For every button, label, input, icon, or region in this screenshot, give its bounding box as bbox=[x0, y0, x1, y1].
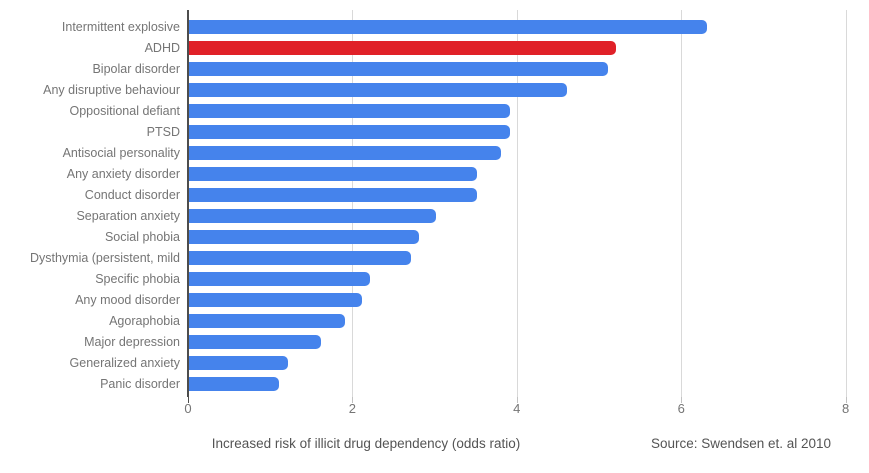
axis-tick bbox=[681, 397, 683, 403]
category-label: Specific phobia bbox=[95, 272, 180, 286]
category-label: Separation anxiety bbox=[76, 209, 180, 223]
bar bbox=[189, 272, 370, 286]
category-label: Agoraphobia bbox=[109, 314, 180, 328]
bar bbox=[189, 314, 346, 328]
bar bbox=[189, 293, 362, 307]
category-label: Social phobia bbox=[104, 230, 180, 244]
category-label: Oppositional defiant bbox=[69, 104, 181, 118]
category-label: Any anxiety disorder bbox=[66, 167, 180, 181]
bar bbox=[189, 20, 707, 34]
category-label: Any mood disorder bbox=[75, 293, 180, 307]
category-label: Major depression bbox=[84, 335, 180, 349]
category-label: ADHD bbox=[144, 41, 180, 55]
grid-line bbox=[681, 10, 683, 397]
x-axis-title: Increased risk of illicit drug dependenc… bbox=[211, 436, 521, 451]
bar bbox=[189, 230, 420, 244]
bar bbox=[189, 167, 477, 181]
category-label: Any disruptive behaviour bbox=[43, 83, 180, 97]
category-label: Panic disorder bbox=[100, 377, 180, 391]
bar bbox=[189, 209, 436, 223]
y-axis-line bbox=[187, 10, 189, 397]
x-tick-label: 2 bbox=[348, 401, 356, 416]
axis-tick bbox=[845, 397, 847, 403]
source-caption: Source: Swendsen et. al 2010 bbox=[650, 436, 832, 451]
x-tick-label: 0 bbox=[184, 401, 192, 416]
axis-tick bbox=[352, 397, 354, 403]
bar-highlighted bbox=[189, 41, 617, 55]
category-label: Generalized anxiety bbox=[69, 356, 180, 370]
category-label: Dysthymia (persistent, mild bbox=[29, 251, 180, 265]
grid-line bbox=[845, 10, 847, 397]
bar bbox=[189, 356, 288, 370]
axis-tick bbox=[516, 397, 518, 403]
bar bbox=[189, 335, 321, 349]
x-tick-label: 8 bbox=[841, 401, 850, 416]
category-label: Bipolar disorder bbox=[92, 62, 180, 76]
x-tick-label: 4 bbox=[513, 401, 521, 416]
bar bbox=[189, 125, 510, 139]
axis-tick bbox=[188, 397, 189, 403]
category-label: Antisocial personality bbox=[62, 146, 180, 160]
bar bbox=[189, 104, 510, 118]
grid-line bbox=[516, 10, 518, 397]
category-label: PTSD bbox=[146, 125, 180, 139]
x-tick-label: 6 bbox=[677, 401, 685, 416]
category-label: Intermittent explosive bbox=[61, 20, 180, 34]
bar bbox=[189, 377, 280, 391]
grid-line bbox=[352, 10, 354, 397]
bar bbox=[189, 146, 502, 160]
bar bbox=[189, 251, 411, 265]
bar bbox=[189, 188, 477, 202]
category-label: Conduct disorder bbox=[84, 188, 180, 202]
bar bbox=[189, 62, 609, 76]
bar bbox=[189, 83, 568, 97]
